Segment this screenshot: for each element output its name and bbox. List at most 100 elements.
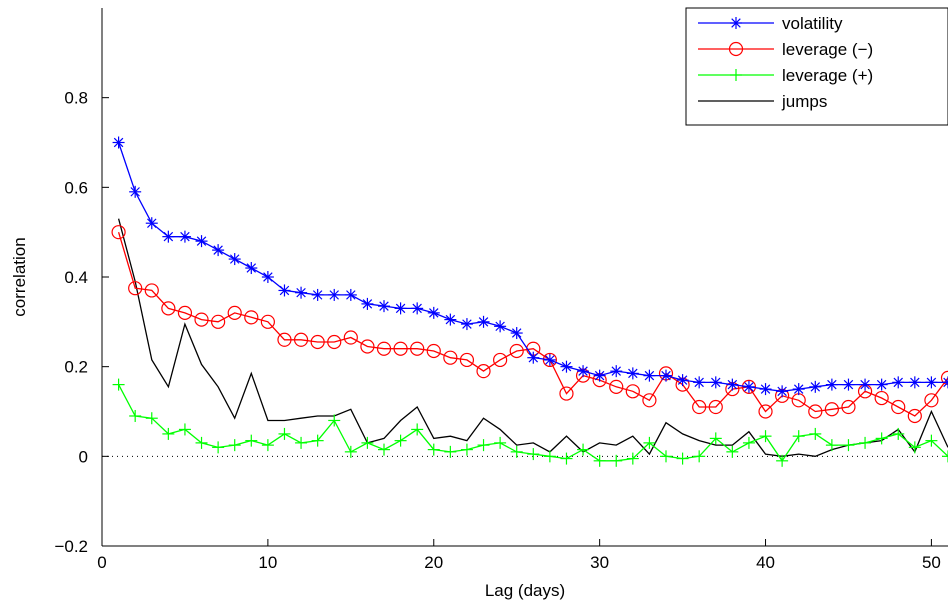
data-point-volatility <box>411 302 424 315</box>
data-point-leverage <box>940 370 948 385</box>
data-point-leverage <box>161 301 176 316</box>
series-jumps <box>117 218 948 457</box>
data-point-leverage <box>642 393 657 408</box>
data-point-leverage <box>708 399 723 415</box>
data-point-leverage <box>493 352 508 368</box>
data-point-leverage <box>277 332 292 347</box>
data-point-leverage <box>742 436 755 449</box>
data-point-leverage <box>393 341 408 356</box>
legend-marker-leverage <box>728 41 744 57</box>
data-point-volatility <box>311 288 324 301</box>
data-point-leverage <box>360 339 375 354</box>
data-point-leverage <box>195 436 208 449</box>
data-point-leverage <box>128 281 143 296</box>
y-tick-label: 0.8 <box>64 89 88 108</box>
y-tick-label: 0 <box>79 447 88 466</box>
series-leverage <box>111 225 948 424</box>
legend-label-jumps: jumps <box>781 92 827 111</box>
x-tick-label: 0 <box>97 553 106 572</box>
y-axis-label: correlation <box>10 237 29 316</box>
data-point-volatility <box>145 217 158 230</box>
legend: volatility leverage (−) leverage (+) jumps <box>685 7 948 126</box>
data-point-volatility <box>610 365 623 378</box>
data-point-leverage <box>709 432 722 445</box>
data-point-volatility <box>626 367 639 380</box>
data-point-leverage <box>145 412 158 425</box>
data-point-volatility <box>693 376 706 389</box>
data-point-leverage <box>859 436 872 449</box>
data-point-leverage <box>527 448 540 461</box>
data-point-leverage <box>693 450 706 463</box>
series-leverage <box>112 378 948 467</box>
data-point-leverage <box>212 441 225 454</box>
y-tick-label: 0.4 <box>64 268 88 287</box>
data-point-leverage <box>509 343 524 359</box>
data-point-leverage <box>443 350 458 365</box>
data-point-leverage <box>310 334 325 350</box>
data-point-volatility <box>212 244 225 257</box>
data-point-leverage <box>211 314 226 329</box>
data-point-volatility <box>527 351 540 364</box>
data-point-leverage <box>311 434 324 447</box>
data-point-leverage <box>741 379 757 394</box>
data-point-leverage <box>643 436 656 449</box>
data-point-leverage <box>676 452 689 465</box>
data-point-volatility <box>494 320 507 333</box>
data-point-leverage <box>758 404 773 419</box>
data-point-leverage <box>907 408 922 424</box>
x-axis-label: Lag (days) <box>485 581 565 600</box>
data-point-leverage <box>129 409 142 422</box>
data-point-leverage <box>593 454 606 467</box>
data-point-leverage <box>626 452 639 465</box>
data-point-volatility <box>328 288 341 301</box>
data-point-volatility <box>577 365 590 378</box>
data-point-volatility <box>942 376 948 389</box>
legend-box <box>685 7 948 126</box>
data-point-leverage <box>111 225 126 240</box>
data-point-leverage <box>510 445 523 458</box>
data-point-leverage <box>376 341 392 356</box>
data-point-leverage <box>194 312 209 327</box>
data-point-leverage <box>261 439 274 452</box>
legend-marker-volatility <box>730 17 742 29</box>
data-point-volatility <box>908 376 921 389</box>
data-point-volatility <box>378 300 390 313</box>
data-point-volatility <box>892 376 905 389</box>
data-point-leverage <box>260 314 275 329</box>
data-point-leverage <box>660 450 672 463</box>
x-tick-label: 30 <box>590 553 609 572</box>
data-point-leverage <box>924 393 939 408</box>
data-point-volatility <box>344 288 357 301</box>
data-point-leverage <box>892 427 905 440</box>
data-point-leverage <box>361 436 374 449</box>
data-point-volatility <box>112 136 125 149</box>
x-tick-label: 50 <box>922 553 941 572</box>
data-point-volatility <box>792 383 805 396</box>
data-point-leverage <box>426 343 441 359</box>
data-point-volatility <box>228 253 241 266</box>
data-point-leverage <box>144 283 159 298</box>
data-point-leverage <box>459 352 475 368</box>
data-point-leverage <box>112 378 125 391</box>
data-point-volatility <box>394 302 407 315</box>
data-point-leverage <box>410 341 425 356</box>
data-point-leverage <box>891 399 906 415</box>
data-point-leverage <box>825 439 838 452</box>
data-point-volatility <box>776 385 789 398</box>
data-point-volatility <box>660 369 672 382</box>
data-point-volatility <box>825 378 838 391</box>
data-point-leverage <box>378 443 390 456</box>
data-point-leverage <box>244 310 259 325</box>
legend-label-leverage: leverage (+) <box>782 66 873 85</box>
x-tick-label: 20 <box>424 553 443 572</box>
data-point-volatility <box>295 286 308 299</box>
data-point-leverage <box>460 443 473 456</box>
legend-label-leverage: leverage (−) <box>782 40 873 59</box>
data-point-volatility <box>842 378 855 391</box>
data-point-leverage <box>177 305 193 320</box>
data-point-leverage <box>925 434 938 447</box>
data-point-leverage <box>577 443 590 456</box>
data-point-leverage <box>344 445 357 458</box>
y-tick-label: −0.2 <box>54 537 88 556</box>
data-point-volatility <box>593 369 606 382</box>
